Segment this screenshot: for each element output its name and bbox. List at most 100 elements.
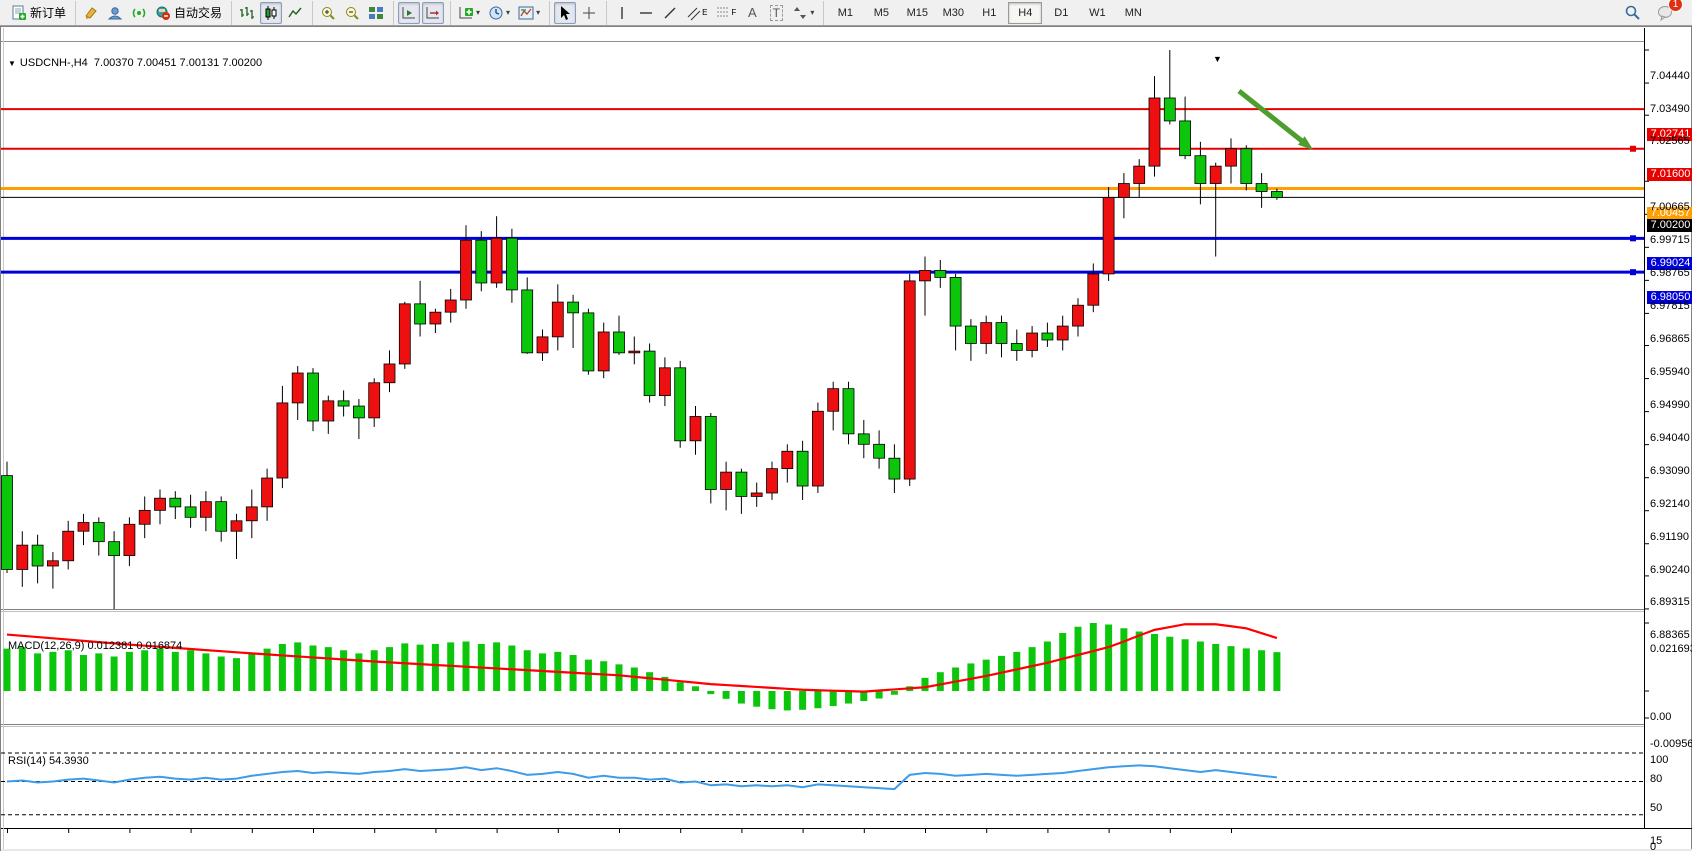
new-order-button[interactable]: 新订单 <box>8 2 69 24</box>
hline-marker-6.99024[interactable] <box>1630 235 1636 242</box>
hline-marker-6.98050[interactable] <box>1630 269 1636 276</box>
signal-button[interactable] <box>128 2 150 24</box>
axis-price-label: 6.90240 <box>1650 564 1690 576</box>
zoom-out-button[interactable] <box>341 2 363 24</box>
text-label-tool-button[interactable]: T <box>765 2 787 24</box>
candle-body <box>1118 183 1130 198</box>
fibonacci-tool-button[interactable]: F <box>712 2 739 24</box>
price-badge-7.00200: 7.00200 <box>1647 219 1692 232</box>
candle-body <box>414 303 427 325</box>
vertical-line-tool-button[interactable] <box>611 2 633 24</box>
chart-title-symbol: USDCNH-,H4 <box>19 57 88 69</box>
candle-body <box>490 237 503 284</box>
toolbar-group-charttype <box>231 0 310 25</box>
chevron-down-icon: ▾ <box>506 8 511 17</box>
candle-body <box>659 367 671 397</box>
candle-body <box>888 457 901 480</box>
hline-layer <box>1 108 1644 276</box>
rsi-axis-label: 80 <box>1650 773 1663 785</box>
zoom-out-icon <box>344 5 360 21</box>
tf-button-mn[interactable]: MN <box>1124 6 1142 19</box>
highlight-button[interactable] <box>80 2 102 24</box>
tf-button-m30[interactable]: M30 <box>942 6 965 19</box>
candle-body <box>567 301 579 314</box>
templates-button[interactable]: ▾ <box>515 2 543 24</box>
candle-body <box>842 388 855 435</box>
zoom-in-button[interactable] <box>317 2 339 24</box>
tf-button-m5[interactable]: M5 <box>873 6 889 19</box>
candle-body <box>720 471 732 490</box>
notifications-button[interactable]: 1 <box>1654 0 1683 24</box>
scroll-to-end-marker[interactable]: ▼ <box>1213 54 1222 64</box>
candlestick-chart-button[interactable] <box>260 1 283 24</box>
arrows-tool-button[interactable]: ▾ <box>789 2 817 24</box>
tf-button-d1[interactable]: D1 <box>1054 6 1069 19</box>
tf-button-w1[interactable]: W1 <box>1089 6 1106 19</box>
candle-body <box>781 450 794 470</box>
candle-body <box>1087 273 1100 306</box>
chevron-down-icon: ▾ <box>536 8 541 17</box>
periods-button[interactable]: ▾ <box>485 2 513 24</box>
axis-price-label: 6.94040 <box>1650 432 1690 444</box>
chart-title: ▼ USDCNH-,H4 7.00370 7.00451 7.00131 7.00… <box>8 57 262 69</box>
arrows-icon <box>792 5 808 21</box>
hline-marker-7.01600[interactable] <box>1630 145 1636 152</box>
trendline-icon <box>662 5 678 21</box>
tf-button-m1[interactable]: M1 <box>837 6 853 19</box>
text-tool-button[interactable]: A <box>741 2 763 24</box>
price-badge-6.98050: 6.98050 <box>1647 291 1692 304</box>
candle-body <box>245 506 258 522</box>
axis-price-label: 6.91190 <box>1650 531 1689 543</box>
new-order-icon <box>11 5 27 21</box>
price-badge-7.00457: 7.00457 <box>1647 207 1692 220</box>
profile-button[interactable] <box>104 2 126 24</box>
candle-body <box>1148 97 1161 167</box>
candle-body <box>1240 148 1253 184</box>
candle-body <box>169 497 182 508</box>
search-button[interactable] <box>1621 2 1644 24</box>
candle-body <box>1271 191 1283 198</box>
crosshair-button[interactable] <box>578 2 600 24</box>
candle-body <box>383 363 396 384</box>
trendline-tool-button[interactable] <box>659 2 681 24</box>
chevron-down-icon: ▾ <box>476 8 481 17</box>
axis-price-label: 6.94990 <box>1650 399 1690 411</box>
zoom-in-icon <box>320 5 336 21</box>
horizontal-line-tool-button[interactable] <box>635 2 657 24</box>
label-tool-label: T <box>769 4 783 21</box>
candle-body <box>475 239 488 284</box>
tf-button-h1[interactable]: H1 <box>982 6 997 19</box>
price-badge-7.01600: 7.01600 <box>1647 168 1692 181</box>
indicators-button[interactable]: ▾ <box>455 2 483 24</box>
cursor-button[interactable] <box>554 1 577 24</box>
candle-body <box>827 388 840 412</box>
tile-windows-button[interactable] <box>365 2 387 24</box>
line-chart-button[interactable] <box>284 2 306 24</box>
chart-canvas[interactable] <box>1 27 1692 851</box>
candle-body <box>138 509 151 525</box>
auto-trading-button[interactable]: 自动交易 <box>152 2 225 24</box>
trend-arrow-head <box>1298 136 1314 150</box>
tf-button-h4[interactable]: H4 <box>1008 1 1043 24</box>
candlestick-chart-icon <box>263 5 279 21</box>
candle-body <box>92 522 105 543</box>
candle-body <box>582 312 595 372</box>
toolbar-group-scroll <box>393 0 448 25</box>
rsi-indicator-label: RSI(14) 54.3930 <box>8 755 89 767</box>
channel-tool-button[interactable]: E <box>683 2 710 24</box>
trend-arrow[interactable] <box>1237 89 1309 147</box>
macd-signal-line <box>6 623 1278 693</box>
candle-body <box>215 501 228 532</box>
candle-body <box>796 450 809 487</box>
candle-body <box>689 416 702 442</box>
symbol-dropdown-icon[interactable]: ▼ <box>8 59 16 68</box>
chart-shift-button[interactable] <box>422 1 445 24</box>
auto-scroll-button[interactable] <box>398 1 421 24</box>
rsi-axis-label: 100 <box>1650 754 1669 766</box>
toolbar-right: 1 <box>1620 0 1688 24</box>
toolbar-group-dropdowns: ▾ ▾ ▾ <box>450 0 547 25</box>
tf-button-m15[interactable]: M15 <box>906 6 929 19</box>
bar-chart-button[interactable] <box>236 2 258 24</box>
candle-body <box>704 416 717 490</box>
profile-icon <box>107 5 123 21</box>
